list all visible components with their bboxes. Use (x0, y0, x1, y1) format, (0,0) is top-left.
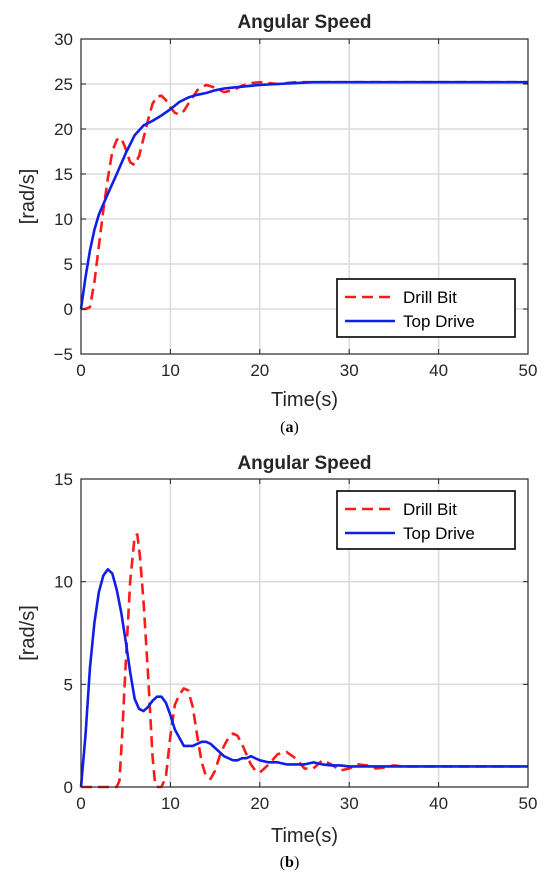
y-tick-label: −5 (54, 345, 73, 364)
caption-letter: b (285, 854, 294, 871)
y-tick-label: 10 (54, 573, 73, 592)
legend: Drill Bit Top Drive (336, 490, 516, 550)
caption-close: ) (294, 419, 299, 436)
series-line-drill-bit (81, 533, 528, 789)
x-tick-label: 0 (76, 794, 85, 813)
x-tick-label: 40 (429, 794, 448, 813)
x-tick-label: 40 (429, 361, 448, 380)
x-tick-label: 10 (161, 794, 180, 813)
x-axis-label: Time(s) (271, 389, 338, 411)
y-tick-label: 30 (54, 30, 73, 49)
y-tick-label: 25 (54, 75, 73, 94)
caption-letter: a (286, 419, 294, 436)
x-tick-label: 50 (519, 794, 538, 813)
legend-label-drill-bit: Drill Bit (403, 500, 457, 519)
y-tick-label: 15 (54, 470, 73, 489)
x-tick-label: 0 (76, 361, 85, 380)
chart-title: Angular Speed (237, 453, 371, 474)
series-line-drill-bit (81, 80, 528, 311)
x-tick-label: 30 (340, 794, 359, 813)
legend-label-drill-bit: Drill Bit (403, 288, 457, 307)
plot-frame (80, 478, 529, 788)
x-tick-label: 20 (250, 361, 269, 380)
y-axis-label: [rad/s] (17, 605, 39, 661)
figure-caption: (b) (280, 854, 300, 871)
y-tick-label: 10 (54, 210, 73, 229)
x-tick-label: 10 (161, 361, 180, 380)
x-tick-label: 50 (519, 361, 538, 380)
caption-open: ( (280, 419, 285, 436)
legend-label-top-drive: Top Drive (403, 312, 475, 331)
legend: Drill Bit Top Drive (336, 278, 516, 338)
plot-frame (80, 38, 529, 355)
chart-2: 0 10 20 30 40 50 0 5 10 15 Angular Speed Time(s) [ra… (17, 453, 537, 871)
caption-close: ) (294, 854, 299, 871)
y-tick-label: 15 (54, 165, 73, 184)
x-tick-label: 20 (250, 794, 269, 813)
series-line-top-drive (79, 568, 528, 788)
y-tick-label: 5 (64, 675, 73, 694)
chart-title: Angular Speed (237, 12, 371, 33)
y-axis-label: [rad/s] (17, 169, 39, 225)
x-tick-label: 30 (340, 361, 359, 380)
series-line-top-drive (79, 80, 528, 310)
legend-box (336, 278, 516, 338)
y-tick-label: 0 (64, 778, 73, 797)
y-tick-label: 5 (64, 255, 73, 274)
y-tick-label: 0 (64, 300, 73, 319)
y-tick-label: 20 (54, 120, 73, 139)
figure-caption: (a) (280, 419, 299, 436)
legend-box (336, 490, 516, 550)
x-axis-label: Time(s) (271, 825, 338, 847)
legend-label-top-drive: Top Drive (403, 524, 475, 543)
caption-open: ( (280, 854, 285, 871)
